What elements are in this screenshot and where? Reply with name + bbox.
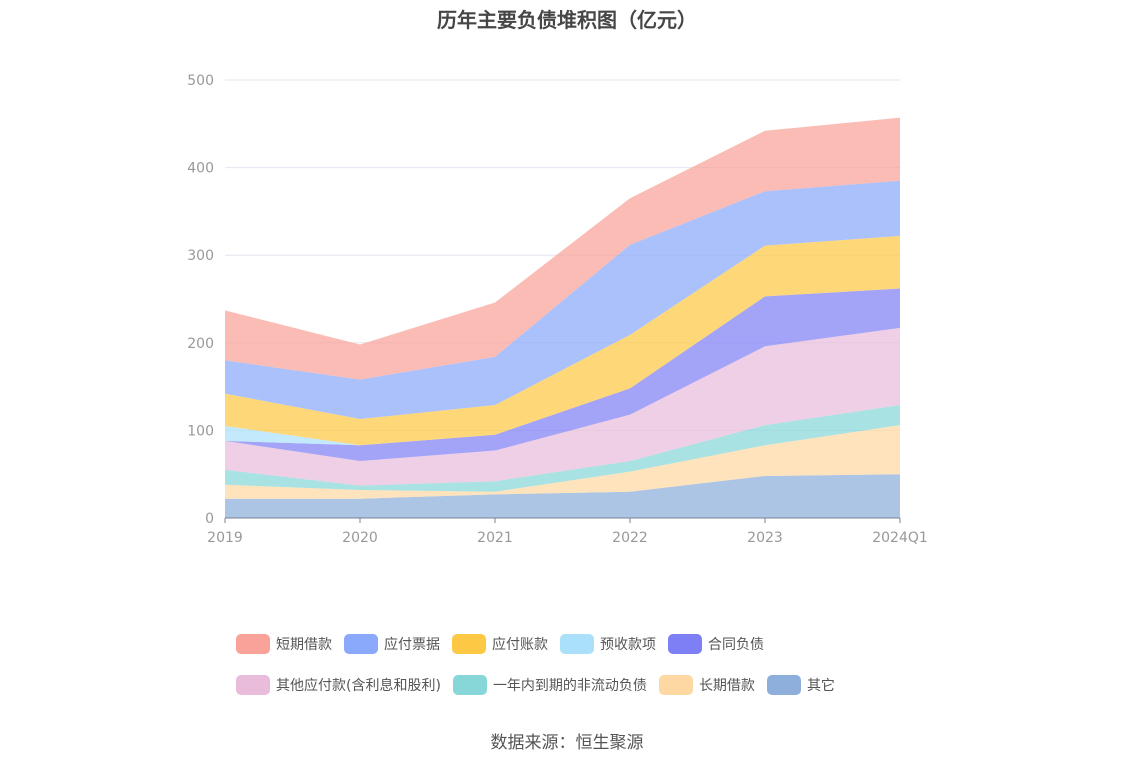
legend-label: 长期借款 [698,677,755,694]
x-tick-label: 2020 [342,530,378,546]
legend-label: 合同负债 [708,636,764,653]
x-tick-label: 2024Q1 [872,530,928,546]
legend-label: 其他应付款(含利息和股利) [276,677,441,694]
area-series-合同负债[interactable] [225,288,900,462]
y-tick-label: 200 [187,336,214,352]
stacked-area-chart: 0 100 200 300 400 500 2019 2020 2021 2022 2023 2024… [187,73,928,546]
legend: 短期借款 应付票据 应付账款 预收款项 合同负债其他应付款(含利息和股利) 一年内到期的非… [236,632,936,696]
data-source: 数据来源：恒生聚源 [490,733,644,753]
legend-item-短期借款[interactable]: 短期借款 [236,632,332,655]
legend-item-一年内到期的非流动负债[interactable]: 一年内到期的非流动负债 [452,673,647,696]
legend-item-合同负债[interactable]: 合同负债 [668,632,764,655]
legend-swatch [452,633,486,654]
area-series-其它[interactable] [225,474,900,518]
legend-item-应付账款[interactable]: 应付账款 [452,632,548,655]
legend-item-预收款项[interactable]: 预收款项 [560,632,656,655]
legend-swatch [560,633,594,654]
legend-swatch [344,633,378,654]
legend-swatch [766,674,801,695]
legend-label: 短期借款 [276,636,332,653]
legend-label: 其它 [806,677,835,694]
area-series-长期借款[interactable] [225,425,900,499]
y-tick-label: 100 [187,423,214,439]
legend-item-长期借款[interactable]: 长期借款 [658,673,755,696]
legend-item-应付票据[interactable]: 应付票据 [344,632,440,655]
y-tick-label: 300 [187,248,214,264]
legend-swatch [668,633,702,654]
legend-label: 预收款项 [600,636,656,653]
legend-label: 应付票据 [384,636,440,653]
y-tick-label: 400 [187,161,214,177]
area-series-一年内到期的非流动负债[interactable] [225,404,900,492]
chart-title: 历年主要负债堆积图（亿元） [437,8,697,32]
legend-swatch [236,674,270,695]
legend-swatch [236,633,270,654]
area-layer [225,117,900,518]
legend-item-其他应付款含利息和股利[interactable]: 其他应付款(含利息和股利) [236,673,441,696]
axis-layer: 0 100 200 300 400 500 2019 2020 2021 2022 2023 2024… [187,73,928,546]
legend-swatch [452,674,487,695]
x-tick-label: 2022 [612,530,648,546]
legend-swatch [658,674,693,695]
y-tick-label: 0 [205,511,214,527]
legend-label: 一年内到期的非流动负债 [492,677,647,694]
legend-item-其它[interactable]: 其它 [766,673,835,696]
area-series-其他应付款含利息和股利[interactable] [225,327,900,486]
x-tick-label: 2019 [207,530,243,546]
area-series-应付票据[interactable] [225,180,900,420]
y-tick-label: 500 [187,73,214,89]
area-series-短期借款[interactable] [225,117,900,380]
x-tick-label: 2021 [477,530,513,546]
area-series-应付账款[interactable] [225,235,900,446]
x-tick-label: 2023 [747,530,783,546]
legend-label: 应付账款 [492,636,548,653]
